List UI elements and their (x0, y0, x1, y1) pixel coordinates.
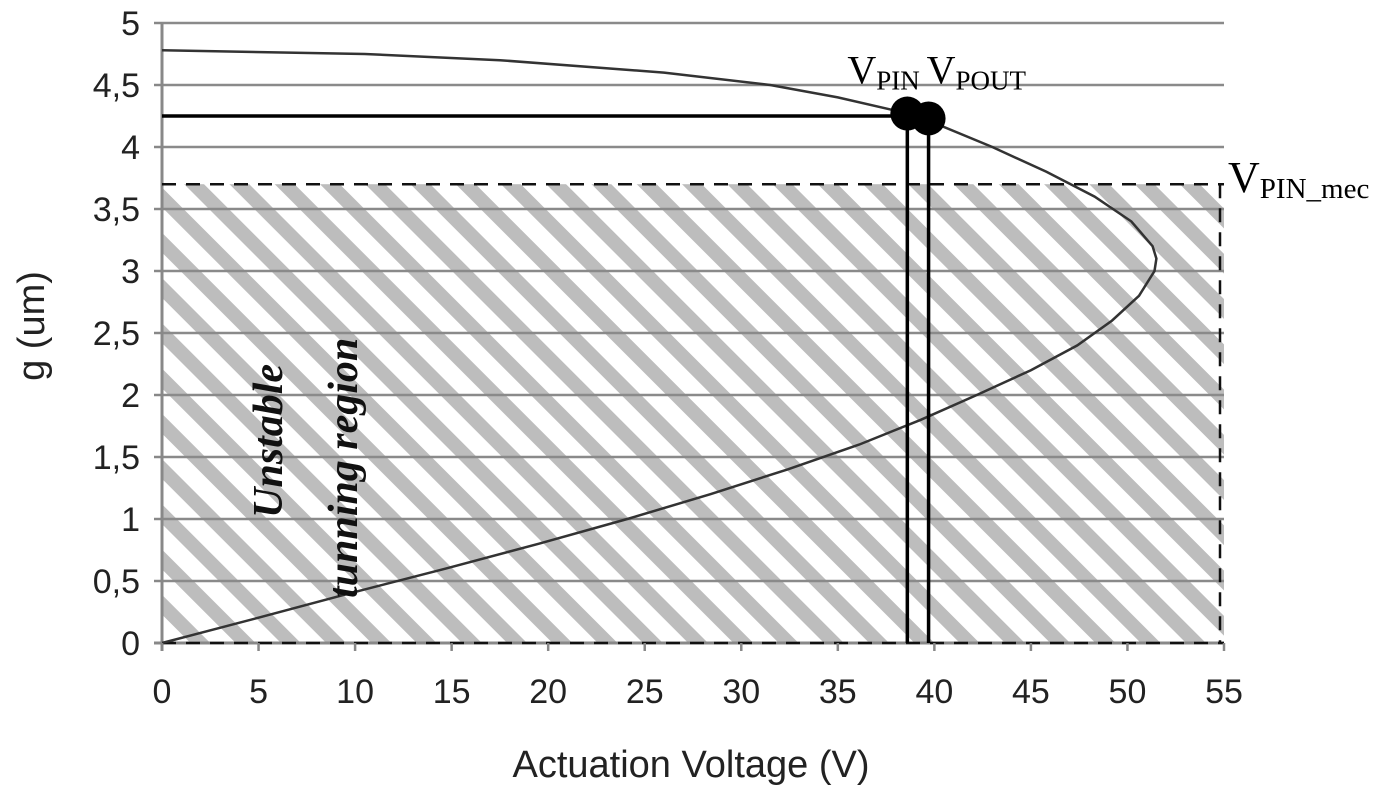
x-tick-label: 15 (433, 673, 471, 711)
y-tick-label: 1 (121, 501, 140, 539)
y-tick-label: 0,5 (93, 563, 140, 601)
x-tick-label: 35 (819, 673, 857, 711)
unstable-region (162, 184, 1224, 643)
series-line-gap-vs-voltage (161, 49, 1158, 645)
y-tick-label: 1,5 (93, 439, 140, 477)
x-tick-label: 0 (153, 673, 172, 711)
x-tick-label: 5 (249, 673, 268, 711)
x-axis-title: Actuation Voltage (V) (513, 744, 870, 786)
x-tick-label: 10 (336, 673, 374, 711)
x-tick-label: 25 (626, 673, 664, 711)
vpout-label: VPOUT (927, 48, 1027, 96)
y-tick-label: 2 (121, 377, 140, 415)
y-tick-label: 2,5 (93, 315, 140, 353)
y-tick-label: 4,5 (93, 67, 140, 105)
y-axis-title: g (um) (11, 271, 53, 381)
vpin-label: VPIN (847, 48, 919, 96)
y-tick-label: 3 (121, 253, 140, 291)
grid-lines (162, 21, 1224, 583)
vpin-mec-label: VPIN_mec (1228, 153, 1369, 205)
operating-point-vpout (911, 101, 946, 136)
y-tick-label: 4 (121, 129, 140, 167)
y-tick-label: 3,5 (93, 191, 140, 229)
x-tick-label: 40 (915, 673, 953, 711)
x-tick-label: 55 (1205, 673, 1243, 711)
operating-points (162, 96, 946, 643)
region-label-unstable: Unstable (246, 364, 292, 518)
x-tick-label: 50 (1109, 673, 1147, 711)
y-tick-label: 0 (121, 625, 140, 663)
x-tick-label: 20 (529, 673, 567, 711)
y-tick-label: 5 (121, 5, 140, 43)
region-label-tunning: tunning region (321, 338, 367, 598)
tick-labels: 0 5 10 15 20 25 30 35 40 45 50 55 0 0,5 1 1,5 2 2,5 3 3,5 4 4… (93, 5, 1243, 711)
pin-mec-boundary (162, 182, 1224, 645)
x-tick-label: 45 (1012, 673, 1050, 711)
x-tick-label: 30 (722, 673, 760, 711)
